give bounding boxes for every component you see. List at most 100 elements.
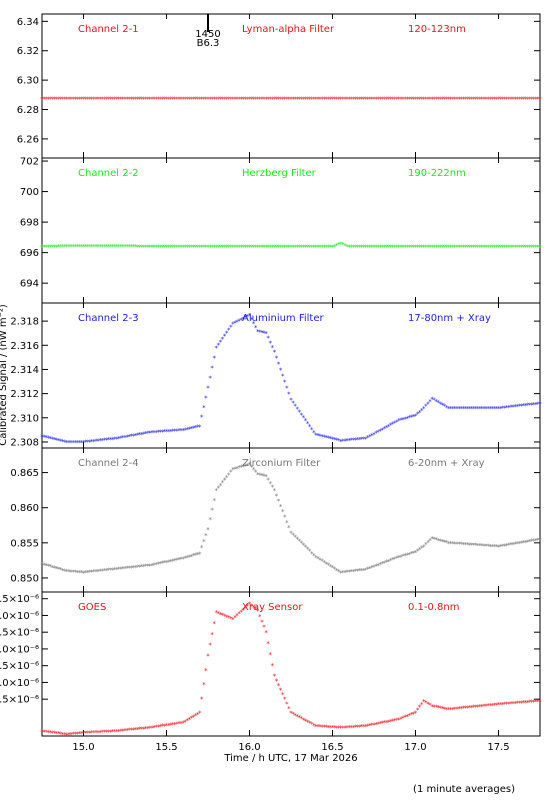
data-point: * — [422, 405, 426, 413]
data-point: * — [84, 569, 88, 577]
data-point: * — [410, 414, 414, 422]
x-tick-label: 16.5 — [321, 742, 343, 753]
data-point: * — [524, 699, 528, 707]
data-point: * — [420, 545, 424, 553]
data-point: * — [403, 95, 407, 103]
data-point: * — [295, 244, 299, 252]
data-point: * — [329, 244, 333, 252]
data-point: * — [364, 435, 368, 443]
data-point: * — [289, 529, 293, 537]
data-point: * — [364, 567, 368, 575]
data-point: * — [412, 244, 416, 252]
data-point: * — [372, 244, 376, 252]
data-point: * — [194, 244, 198, 252]
data-point: * — [219, 95, 223, 103]
data-point: * — [499, 701, 503, 709]
data-point: * — [310, 721, 314, 729]
data-point: * — [331, 244, 335, 252]
data-point: * — [360, 567, 364, 575]
data-point: * — [341, 724, 345, 732]
data-point: * — [142, 430, 146, 438]
data-point: * — [318, 433, 322, 441]
data-point: * — [424, 699, 428, 707]
data-point: * — [345, 724, 349, 732]
data-point: * — [453, 244, 457, 252]
data-point: * — [260, 244, 264, 252]
data-point: * — [447, 244, 451, 252]
data-point: * — [308, 720, 312, 728]
data-point: * — [368, 565, 372, 573]
data-point: * — [333, 95, 337, 103]
data-point: * — [401, 244, 405, 252]
data-point: * — [343, 242, 347, 250]
data-point: * — [449, 95, 453, 103]
data-point: * — [152, 95, 156, 103]
data-point: * — [254, 95, 258, 103]
data-point: * — [335, 95, 339, 103]
data-point: * — [451, 244, 455, 252]
data-point: * — [376, 720, 380, 728]
data-point: * — [451, 405, 455, 413]
data-point: * — [237, 317, 241, 325]
panel-frame — [41, 591, 541, 737]
data-point: * — [233, 319, 237, 327]
data-point: * — [262, 244, 266, 252]
data-point: * — [387, 718, 391, 726]
data-point: * — [476, 244, 480, 252]
data-point: * — [538, 400, 542, 408]
data-point: * — [42, 561, 46, 569]
data-point: * — [405, 551, 409, 559]
data-point: * — [204, 394, 208, 402]
data-point: * — [347, 244, 351, 252]
data-point: * — [192, 244, 196, 252]
data-point: * — [405, 244, 409, 252]
data-point: * — [156, 561, 160, 569]
data-point: * — [165, 244, 169, 252]
data-point: * — [159, 429, 163, 437]
data-point: * — [414, 710, 418, 718]
data-point: * — [341, 241, 345, 249]
data-point: * — [161, 428, 165, 436]
data-point: * — [215, 244, 219, 252]
data-point: * — [53, 564, 57, 572]
data-point: * — [196, 711, 200, 719]
data-point: * — [229, 324, 233, 332]
data-point: * — [399, 244, 403, 252]
data-point: * — [46, 243, 50, 251]
data-point: * — [186, 426, 190, 434]
data-point: * — [412, 413, 416, 421]
data-point: * — [250, 95, 254, 103]
data-point: * — [177, 427, 181, 435]
data-point: * — [493, 702, 497, 710]
data-point: * — [252, 466, 256, 474]
data-point: * — [428, 398, 432, 406]
data-point: * — [156, 429, 160, 437]
data-point: * — [229, 615, 233, 623]
data-point: * — [264, 244, 268, 252]
data-point: * — [428, 244, 432, 252]
data-point: * — [318, 556, 322, 564]
data-point: * — [418, 704, 422, 712]
data-point: * — [505, 95, 509, 103]
data-point: * — [57, 566, 61, 574]
data-point: * — [165, 428, 169, 436]
panel-label: Channel 2-2 — [78, 168, 139, 179]
data-point: * — [306, 420, 310, 428]
data-point: * — [435, 244, 439, 252]
data-point: * — [69, 95, 73, 103]
data-point: * — [69, 243, 73, 251]
data-point: * — [177, 556, 181, 564]
data-point: * — [443, 244, 447, 252]
data-point: * — [144, 243, 148, 251]
data-point: * — [422, 244, 426, 252]
data-point: * — [331, 95, 335, 103]
data-point: * — [536, 698, 540, 706]
data-point: * — [387, 95, 391, 103]
data-point: * — [273, 487, 277, 495]
data-point: * — [447, 95, 451, 103]
panel-frame — [41, 157, 541, 304]
data-point: * — [233, 95, 237, 103]
data-point: * — [90, 438, 94, 446]
data-point: * — [432, 536, 436, 544]
data-point: * — [293, 95, 297, 103]
